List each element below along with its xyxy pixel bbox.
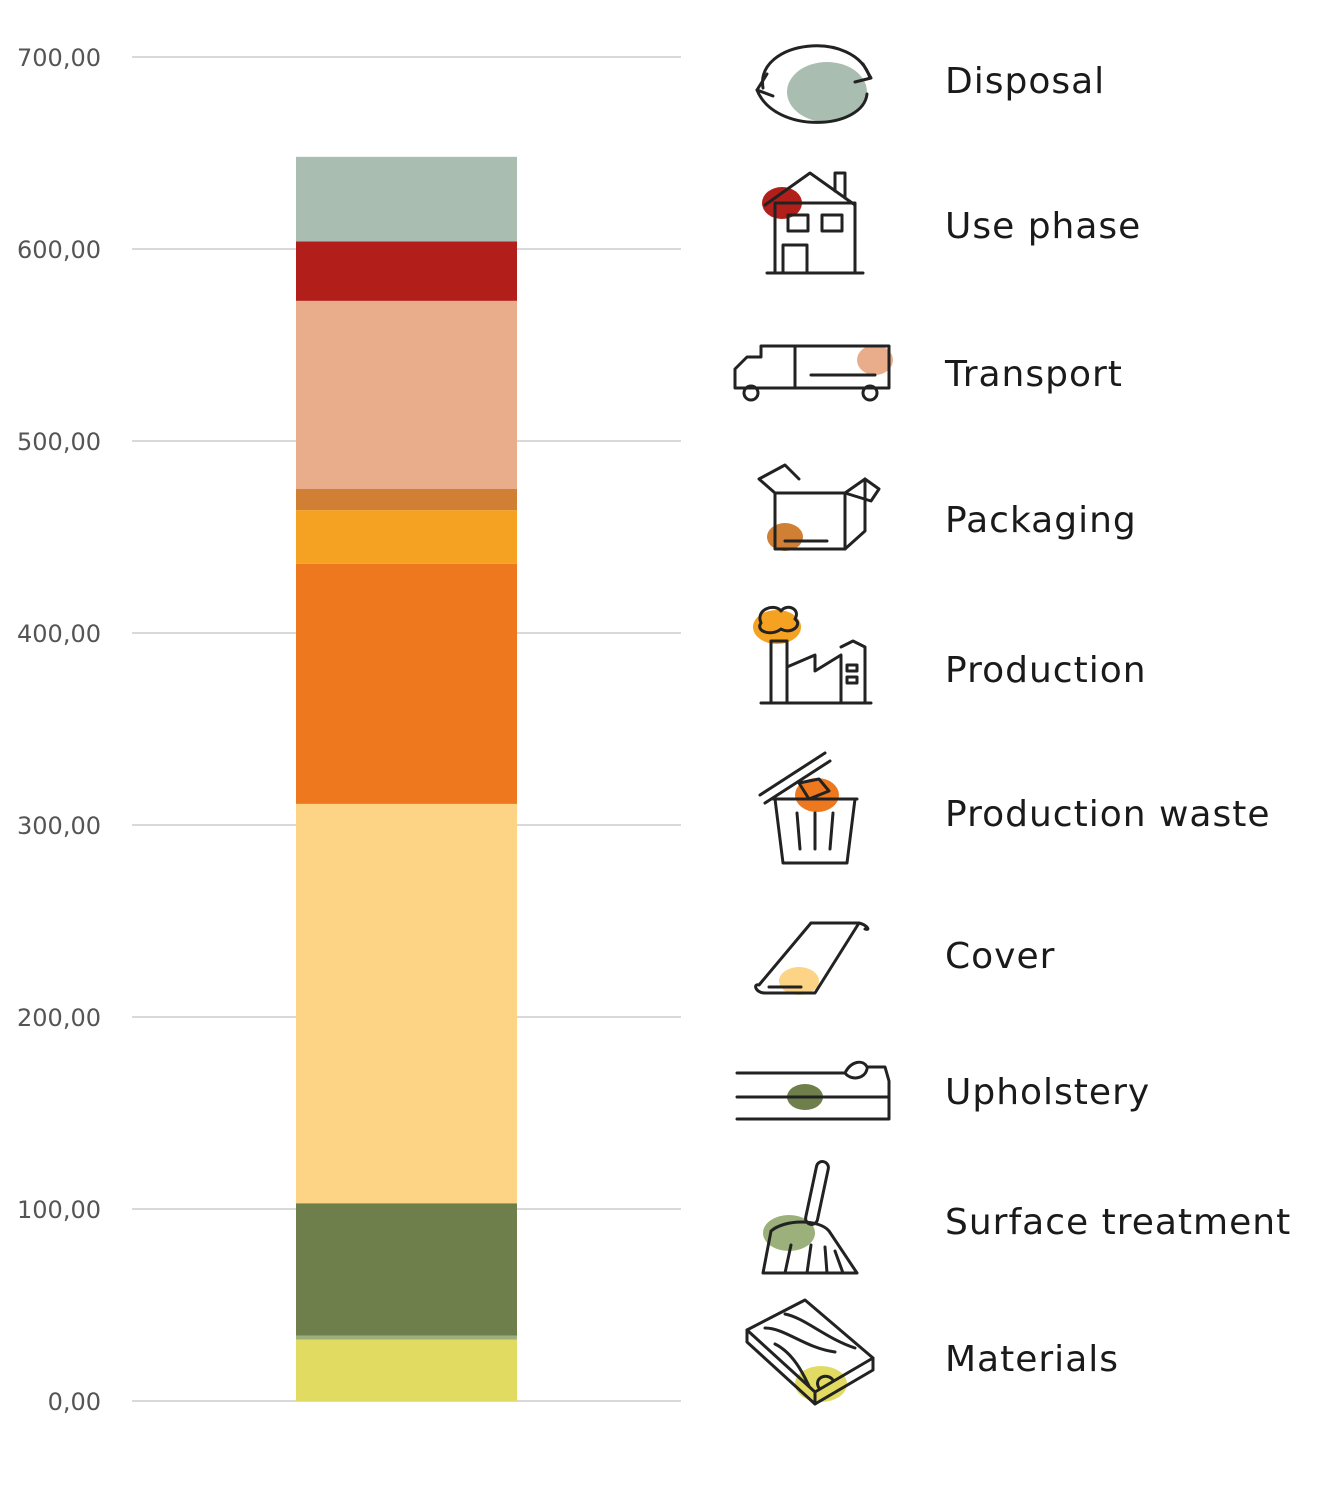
bar-segment-6 — [296, 489, 517, 511]
box-icon — [757, 463, 881, 551]
bar-segment-3 — [296, 803, 517, 1204]
bar-segment-7 — [296, 300, 517, 489]
y-tick-label-0: 0,00 — [48, 1388, 101, 1416]
bar-segment-2 — [296, 1203, 517, 1336]
fabric-roll-icon — [754, 921, 870, 995]
wood-plank-icon — [745, 1298, 875, 1406]
trash-bin-icon — [758, 751, 859, 865]
legend-label-6: Cover — [945, 936, 1055, 977]
y-tick-label-4: 400,00 — [17, 620, 101, 648]
stacked-bar — [296, 156, 517, 1401]
bar-segment-8 — [296, 241, 517, 301]
y-tick-label-2: 200,00 — [17, 1004, 101, 1032]
recycle-icon — [755, 44, 873, 124]
y-tick-label-6: 600,00 — [17, 236, 101, 264]
legend-label-1: Use phase — [945, 206, 1141, 247]
legend: Disposal Use phase Transport Packaging Produ… — [733, 44, 1291, 1406]
bar-segment-1 — [296, 1335, 517, 1340]
bar-segment-9 — [296, 156, 517, 242]
legend-label-8: Surface treatment — [945, 1202, 1291, 1243]
factory-icon — [753, 605, 873, 705]
y-axis-tick-labels: 0,00 100,00 200,00 300,00 400,00 500,00 600,00… — [17, 44, 101, 1416]
legend-label-4: Production — [945, 650, 1147, 691]
bar-segment-0 — [296, 1339, 517, 1401]
legend-label-5: Production waste — [945, 794, 1271, 835]
y-tick-label-1: 100,00 — [17, 1196, 101, 1224]
house-icon — [762, 171, 865, 275]
brush-icon — [761, 1160, 859, 1275]
legend-label-0: Disposal — [945, 61, 1105, 102]
y-tick-label-3: 300,00 — [17, 812, 101, 840]
cushion-icon — [735, 1060, 891, 1121]
truck-icon — [733, 344, 893, 402]
bar-segment-5 — [296, 510, 517, 564]
y-tick-label-5: 500,00 — [17, 428, 101, 456]
legend-label-7: Upholstery — [945, 1072, 1150, 1113]
legend-label-2: Transport — [944, 354, 1123, 395]
legend-label-9: Materials — [945, 1339, 1119, 1380]
bar-segment-4 — [296, 563, 517, 804]
y-tick-label-7: 700,00 — [17, 44, 101, 72]
legend-label-3: Packaging — [945, 500, 1137, 541]
